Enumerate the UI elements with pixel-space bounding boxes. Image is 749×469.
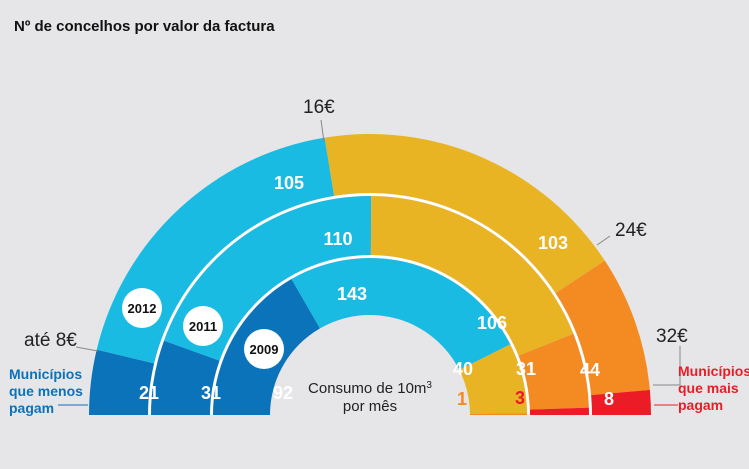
low-label-line: Municípios [9,366,83,382]
segment-2012-2 [324,133,605,294]
year-badge-2009 [244,329,284,369]
year-label-2011: 2011 [189,319,217,334]
segment-2011-3 [518,333,589,410]
value-label-2009-0: 92 [273,383,293,403]
center-label-line1: Consumo de 10m [308,380,427,397]
segment-2011-0 [151,340,220,415]
value-label-2009-3: 1 [457,389,467,409]
year-badge-2011 [183,306,223,346]
value-label-2012-1: 105 [274,173,304,193]
segment-2009-3 [469,413,527,415]
price-label-24: 24€ [615,220,647,241]
value-label-2012-4: 8 [604,389,614,409]
value-label-2012-0: 21 [139,383,159,403]
year-badge-2012 [122,288,162,328]
ring-separator [210,255,530,416]
callout-line [320,119,325,143]
center-label-line2: por mês [342,398,398,415]
ring-separator [148,193,592,416]
segment-2012-0 [89,349,155,415]
value-label-2011-4: 3 [515,388,525,408]
year-label-2009: 2009 [250,342,279,357]
callout-line [596,235,611,246]
segment-2012-3 [555,260,650,396]
callout-line [653,346,681,386]
value-label-2012-2: 103 [538,233,568,253]
price-label-16: 16€ [303,97,335,118]
center-label-superscript: 3 [426,380,432,391]
low-payers-label: Municípios que menos pagam [9,366,83,417]
value-label-2011-2: 106 [477,313,507,333]
year-label-2012: 2012 [128,301,157,316]
high-payers-label: Municípios que mais pagam [678,363,749,414]
value-label-2011-0: 31 [201,383,221,403]
segment-2011-2 [370,196,574,356]
value-label-2011-3: 31 [516,359,536,379]
low-label-line: pagam [9,400,55,416]
segment-2012-4 [591,389,651,415]
chart-title: Nº de concelhos por valor da factura [14,18,275,35]
value-label-2009-2: 40 [453,359,473,379]
high-label-line: Municípios [678,363,749,379]
low-label-line: que menos [9,383,83,399]
high-label-line: que mais [678,380,739,396]
value-label-2012-3: 44 [580,360,600,380]
center-label: Consumo de 10m3 por mês [308,380,432,416]
price-label-32: 32€ [656,326,688,347]
segment-2011-4 [529,407,589,415]
price-label-8: até 8€ [24,330,77,351]
callout-line [75,346,99,352]
value-label-2011-1: 110 [323,229,352,249]
value-label-2009-1: 143 [337,284,367,304]
segment-2009-2 [459,344,527,414]
segment-2009-1 [291,257,511,371]
high-label-line: pagam [678,397,724,413]
